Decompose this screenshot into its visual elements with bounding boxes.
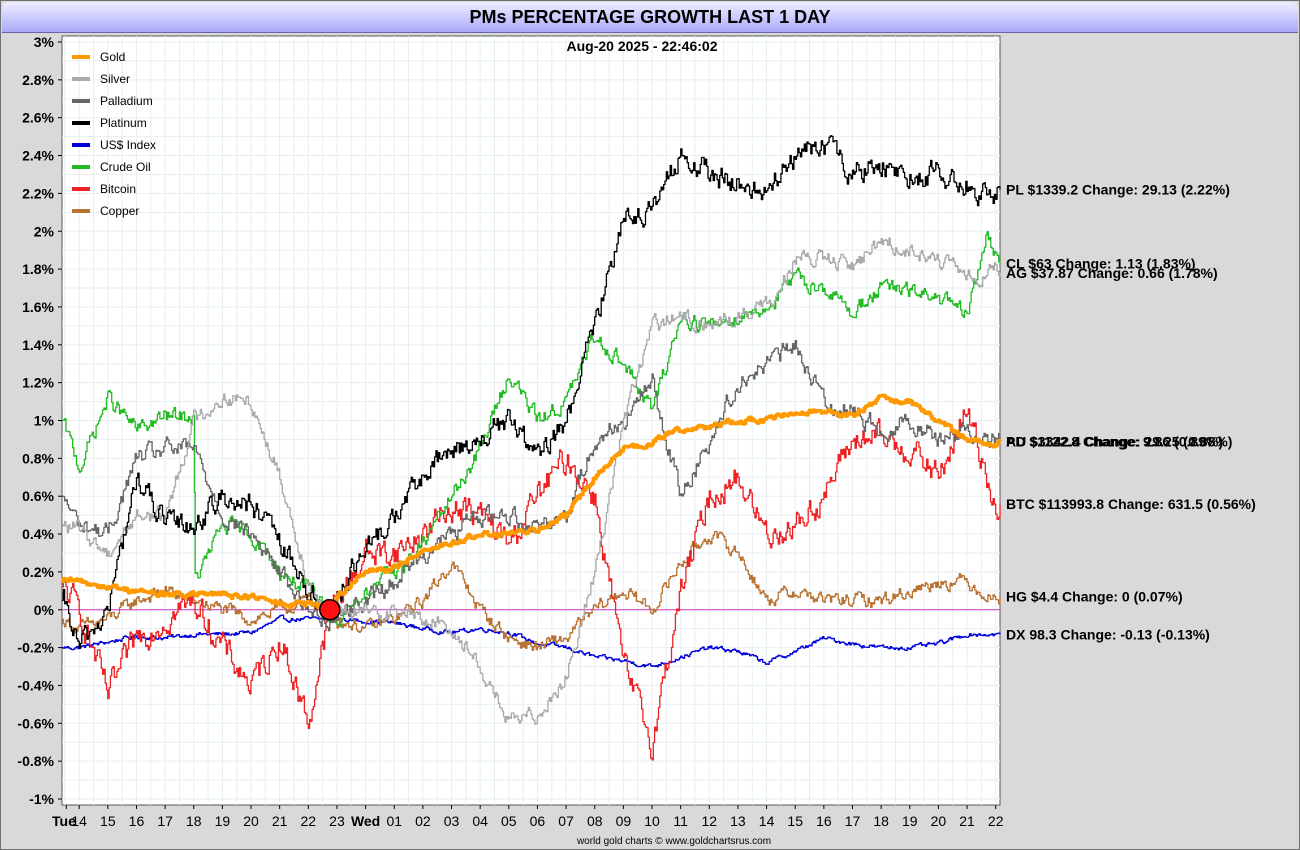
x-tick-label: 18 [186,813,202,829]
price-change-label: AG $37.87 Change: 0.66 (1.78%) [1006,265,1218,281]
y-tick-label: 0% [34,602,55,618]
x-tick-label: 03 [444,813,460,829]
x-tick-label: 04 [472,813,488,829]
y-tick-label: 1.4% [22,337,54,353]
price-change-label: PL $1339.2 Change: 29.13 (2.22%) [1006,182,1230,198]
x-tick-label: 16 [816,813,832,829]
x-tick-label: 22 [301,813,317,829]
price-change-label: CL $63 Change: 1.13 (1.83%) [1006,255,1196,271]
chart-timestamp: Aug-20 2025 - 22:46:02 [567,38,718,54]
x-tick-label: 19 [902,813,918,829]
y-tick-label: -0.4% [17,677,54,693]
series-layer [61,135,1002,761]
price-change-label: AU $3342.4 Change: 29.25 (0.88%) [1006,433,1232,449]
y-tick-label: 1.2% [22,375,54,391]
price-change-label: HG $4.4 Change: 0 (0.07%) [1006,589,1183,605]
x-tick-label: 09 [616,813,632,829]
x-tick-label: 02 [415,813,431,829]
series-line-platinum [62,135,1001,649]
y-tick-label: -0.2% [17,640,54,656]
legend-label: US$ Index [100,138,156,152]
x-tick-label: 08 [587,813,603,829]
price-change-label: BTC $113993.8 Change: 631.5 (0.56%) [1006,496,1256,512]
x-tick-label: 16 [129,813,145,829]
legend-label: Bitcoin [100,182,136,196]
x-tick-label: 23 [329,813,345,829]
y-tick-label: -1% [29,791,54,807]
y-tick-label: -0.6% [17,715,54,731]
x-tick-label: 20 [243,813,259,829]
y-tick-label: 2.2% [22,185,54,201]
x-tick-label: 14 [759,813,775,829]
legend-label: Crude Oil [100,160,151,174]
legend-label: Platinum [100,116,147,130]
x-tick-label: 01 [386,813,402,829]
y-tick-label: 2% [34,223,55,239]
x-tick-label: 18 [873,813,889,829]
x-tick-label: 21 [272,813,288,829]
legend-label: Gold [100,50,125,64]
chart-title: PMs PERCENTAGE GROWTH LAST 1 DAY [2,2,1298,33]
y-tick-label: 1.6% [22,299,54,315]
price-change-label: PD $1122.8 Change: 9.86 (0.89%) [1006,433,1223,449]
y-tick-label: -0.8% [17,753,54,769]
x-tick-label: 06 [530,813,546,829]
price-change-labels: PL $1339.2 Change: 29.13 (2.22%) CL $63 C… [1006,182,1256,643]
x-tick-label: 14 [71,813,87,829]
x-tick-label: 11 [673,813,688,829]
legend-label: Silver [100,72,130,86]
x-tick-label: 17 [845,813,861,829]
x-tick-label: 07 [558,813,574,829]
x-tick-label: 15 [787,813,803,829]
x-tick-label: 19 [215,813,231,829]
y-tick-label: 0.8% [22,450,54,466]
x-tick-label: 15 [100,813,116,829]
current-time-marker [319,599,341,621]
y-tick-label: 1.8% [22,261,54,277]
series-line-copper [62,530,1001,651]
y-tick-label: 0.6% [22,488,54,504]
legend-label: Palladium [100,94,153,108]
series-line-silver [62,237,1001,725]
series-line-bitcoin [62,408,1001,761]
y-tick-label: 3% [34,34,55,50]
y-tick-label: 0.2% [22,564,54,580]
series-line-usd [62,614,1001,668]
series-line-gold [61,393,1002,613]
y-tick-label: 2.4% [22,148,54,164]
series-line-crude [62,231,1001,628]
chart-credit: world gold charts © www.goldchartsrus.co… [576,836,771,847]
legend: Gold Silver Palladium Platinum US$ Index Crud… [72,50,156,218]
x-tick-label: 20 [931,813,947,829]
y-tick-label: 2.6% [22,110,54,126]
x-tick-label: 17 [157,813,173,829]
x-tick-label: Tue [52,813,76,829]
x-tick-label: 05 [501,813,517,829]
x-tick-label: 13 [730,813,746,829]
x-tick-label: 12 [702,813,718,829]
x-tick-label: 10 [644,813,660,829]
y-tick-label: 2.8% [22,72,54,88]
price-change-label: DX 98.3 Change: -0.13 (-0.13%) [1006,626,1210,642]
y-axis: 3% 2.8% 2.6% 2.4% 2.2% 2% 1.8% 1.6% 1.4% 1.2% 1% 0.… [17,34,62,807]
x-tick-label: 21 [959,813,975,829]
legend-label: Copper [100,204,139,218]
y-tick-label: 1% [34,413,55,429]
y-tick-label: 0.4% [22,526,54,542]
x-tick-label: Wed [351,813,380,829]
x-tick-label: 22 [988,813,1004,829]
